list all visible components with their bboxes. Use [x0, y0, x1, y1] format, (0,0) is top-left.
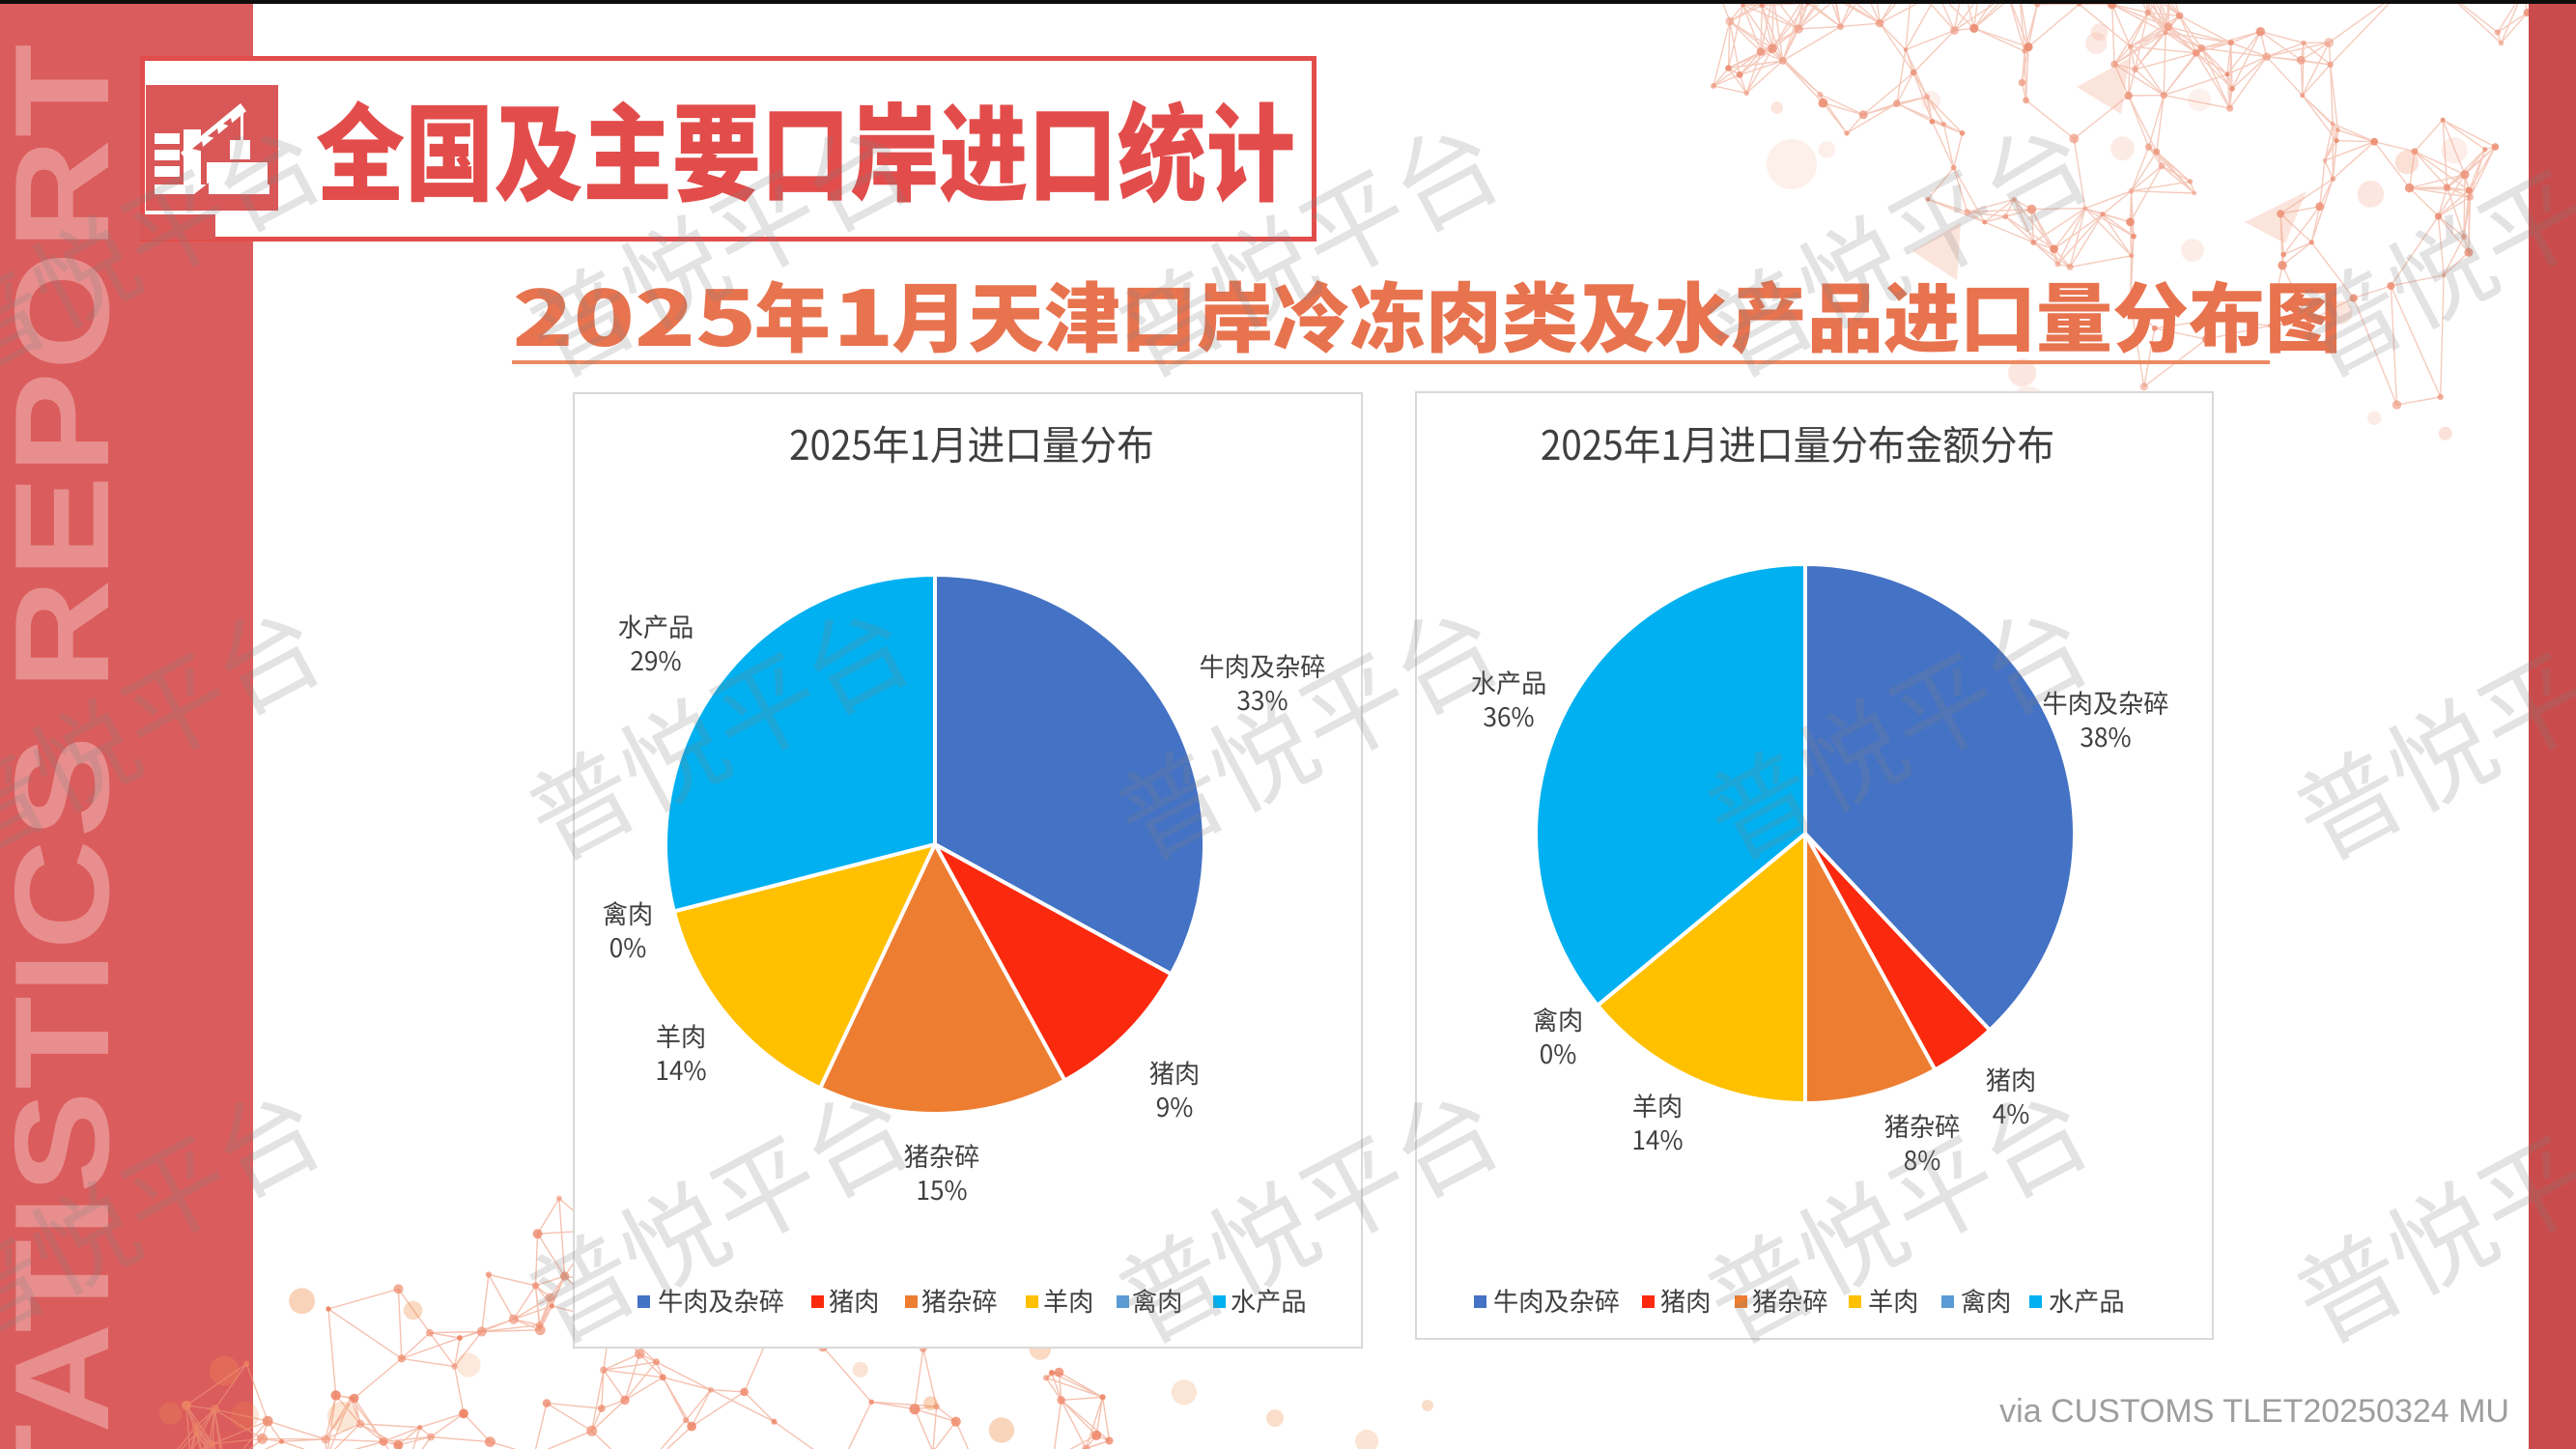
svg-text:via CUSTOMS TLET20250324 MU: via CUSTOMS TLET20250324 MU — [1999, 1393, 2509, 1430]
